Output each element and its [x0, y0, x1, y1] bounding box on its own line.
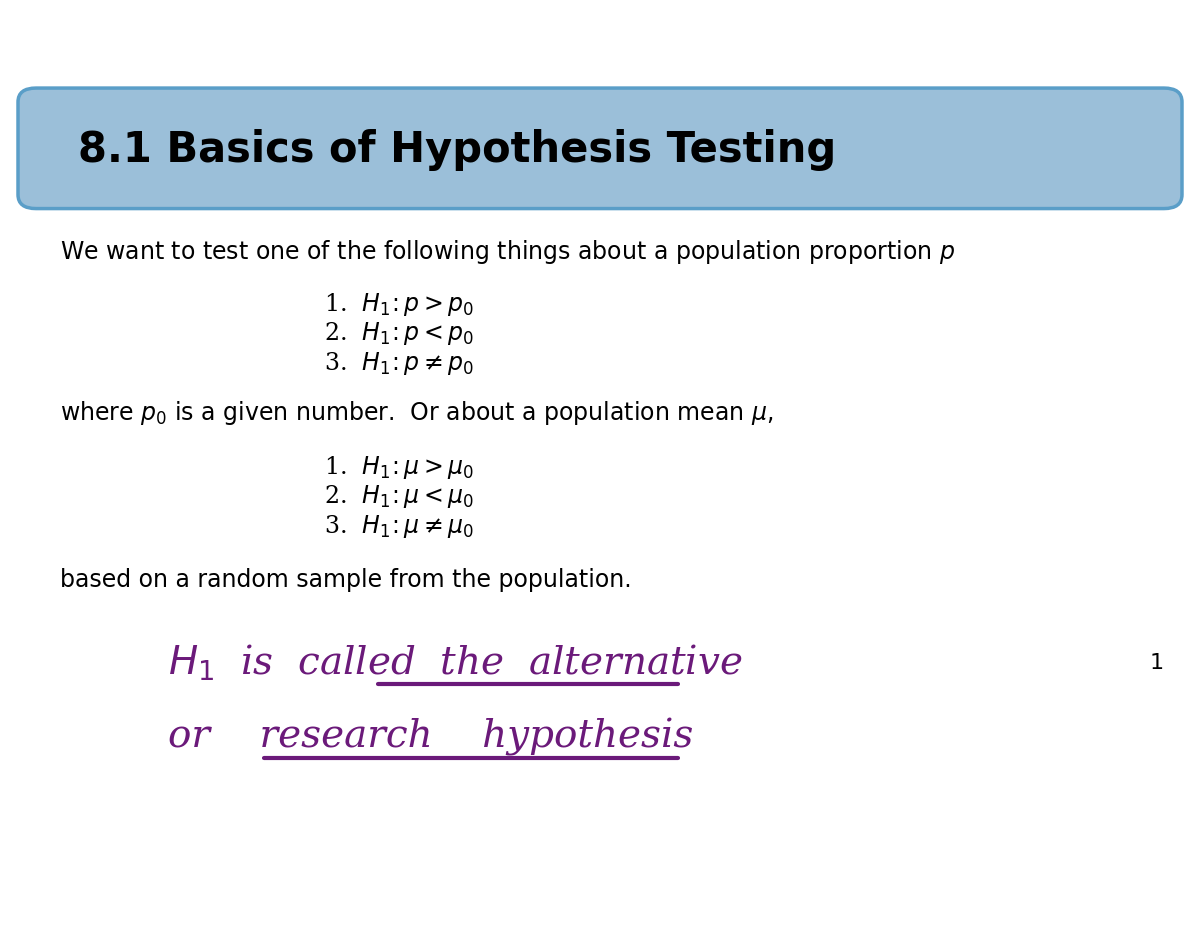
Text: 1.  $H_1\!: p > p_0$: 1. $H_1\!: p > p_0$: [324, 290, 474, 318]
Text: $H_1$  is  called  the  alternative: $H_1$ is called the alternative: [168, 642, 743, 683]
Text: based on a random sample from the population.: based on a random sample from the popula…: [60, 568, 631, 592]
Text: 1: 1: [1150, 653, 1164, 673]
Text: 8.1 Basics of Hypothesis Testing: 8.1 Basics of Hypothesis Testing: [78, 129, 836, 171]
Text: or    research    hypothesis: or research hypothesis: [168, 718, 694, 756]
Text: 2.  $H_1\!: p < p_0$: 2. $H_1\!: p < p_0$: [324, 320, 474, 348]
Text: 2.  $H_1\!: \mu < \mu_0$: 2. $H_1\!: \mu < \mu_0$: [324, 483, 474, 511]
Text: 3.  $H_1\!: p \neq p_0$: 3. $H_1\!: p \neq p_0$: [324, 349, 474, 377]
Text: where $p_0$ is a given number.  Or about a population mean $\mu$,: where $p_0$ is a given number. Or about …: [60, 400, 773, 427]
Text: 3.  $H_1\!: \mu \neq \mu_0$: 3. $H_1\!: \mu \neq \mu_0$: [324, 513, 474, 540]
FancyBboxPatch shape: [18, 88, 1182, 209]
Text: We want to test one of the following things about a population proportion $p$: We want to test one of the following thi…: [60, 238, 955, 266]
Text: 1.  $H_1\!: \mu > \mu_0$: 1. $H_1\!: \mu > \mu_0$: [324, 453, 474, 481]
